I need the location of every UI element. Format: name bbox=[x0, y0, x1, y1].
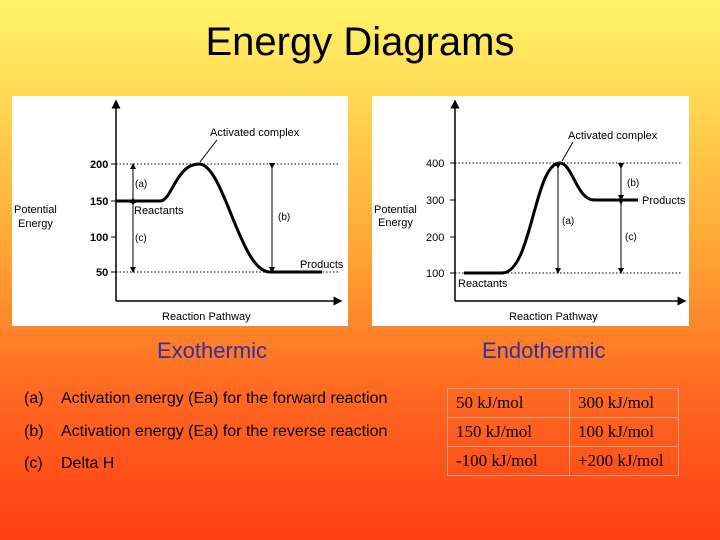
endothermic-value: 100 kJ/mol bbox=[569, 417, 679, 447]
table-row: -100 kJ/mol +200 kJ/mol bbox=[447, 446, 679, 476]
endothermic-diagram: 400 300 200 100 Potential Energy Reactio… bbox=[372, 96, 689, 326]
y-tick-label: 200 bbox=[426, 232, 444, 244]
y-axis-label: Energy bbox=[18, 218, 53, 230]
row-label-b: (b) Activation energy (Ea) for the revers… bbox=[24, 423, 387, 441]
reactants-label: Reactants bbox=[458, 278, 508, 290]
y-tick-label: 400 bbox=[426, 158, 444, 170]
y-tick-label: 200 bbox=[90, 159, 108, 171]
exothermic-caption: Exothermic bbox=[157, 338, 268, 363]
endothermic-value: 300 kJ/mol bbox=[569, 388, 679, 418]
row-label-c: (c) Delta H bbox=[24, 455, 114, 473]
x-axis-label: Reaction Pathway bbox=[509, 311, 598, 323]
marker-a: (a) bbox=[562, 216, 574, 227]
marker-b: (b) bbox=[627, 178, 639, 189]
products-label: Products bbox=[642, 195, 686, 207]
row-text: Activation energy (Ea) for the forward r… bbox=[61, 390, 388, 407]
y-tick-label: 300 bbox=[426, 195, 444, 207]
products-label: Products bbox=[300, 259, 344, 271]
endothermic-value: +200 kJ/mol bbox=[569, 446, 679, 476]
reactants-label: Reactants bbox=[134, 205, 184, 217]
values-table: 50 kJ/mol 300 kJ/mol 150 kJ/mol 100 kJ/m… bbox=[447, 388, 679, 476]
exothermic-value: 150 kJ/mol bbox=[447, 417, 570, 447]
y-axis-label: Energy bbox=[378, 217, 413, 229]
energy-curve bbox=[116, 162, 322, 274]
y-axis-label: Potential bbox=[374, 204, 417, 216]
y-tick-label: 100 bbox=[426, 268, 444, 280]
y-tick-label: 100 bbox=[90, 232, 108, 244]
y-tick-label: 150 bbox=[90, 196, 108, 208]
marker-a: (a) bbox=[135, 179, 147, 190]
activated-complex-pointer bbox=[561, 141, 574, 162]
exothermic-value: -100 kJ/mol bbox=[447, 446, 570, 476]
row-letter: (b) bbox=[24, 423, 44, 440]
row-letter: (a) bbox=[24, 390, 44, 407]
exothermic-diagram: 200 150 100 50 Potential Energy Reaction… bbox=[12, 96, 348, 326]
row-label-a: (a) Activation energy (Ea) for the forwar… bbox=[24, 390, 387, 408]
marker-c: (c) bbox=[135, 233, 147, 244]
table-row: 150 kJ/mol 100 kJ/mol bbox=[447, 417, 679, 447]
marker-b: (b) bbox=[278, 212, 290, 223]
activated-complex-label: Activated complex bbox=[210, 127, 300, 139]
marker-c: (c) bbox=[625, 232, 637, 243]
exothermic-value: 50 kJ/mol bbox=[447, 388, 570, 418]
table-row: 50 kJ/mol 300 kJ/mol bbox=[447, 388, 679, 418]
energy-curve bbox=[464, 161, 638, 275]
row-text: Activation energy (Ea) for the reverse r… bbox=[61, 423, 388, 440]
x-axis-label: Reaction Pathway bbox=[162, 311, 251, 323]
y-axis-label: Potential bbox=[14, 204, 57, 216]
activated-complex-pointer bbox=[199, 139, 218, 163]
activated-complex-label: Activated complex bbox=[568, 130, 658, 142]
y-tick-label: 50 bbox=[96, 267, 108, 279]
endothermic-caption: Endothermic bbox=[482, 338, 606, 363]
slide-title: Energy Diagrams bbox=[205, 20, 515, 64]
row-letter: (c) bbox=[24, 455, 43, 472]
row-text: Delta H bbox=[61, 455, 115, 472]
